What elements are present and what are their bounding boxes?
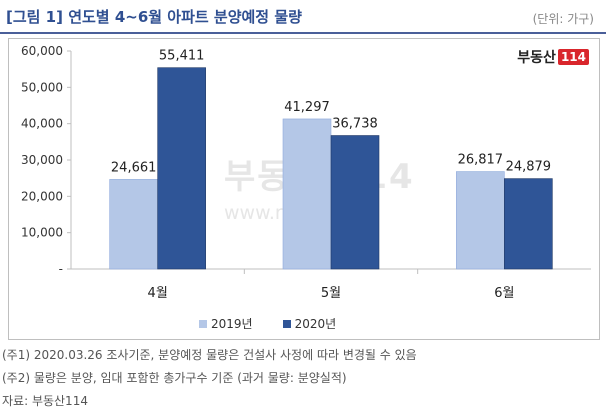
unit-label: (단위: 가구) [532,12,594,26]
chart-title: [그림 1] 연도별 4~6월 아파트 분양예정 물량 [6,8,302,26]
x-tick-label: 4월 [148,286,168,301]
bar-chart: - 10,000 20,000 30,000 40,000 50,000 60,000 24,… [21,44,591,301]
footnotes: (주1) 2020.03.26 조사기준, 분양예정 물량은 건설사 사정에 따… [2,344,602,413]
x-tick-label: 5월 [321,286,341,301]
legend-swatch-2020 [282,319,291,328]
title-underline [0,32,606,34]
legend-item-2020: 2020년 [282,315,337,332]
y-tick-label: 60,000 [21,44,63,58]
bar-2020년-4월 [157,67,206,270]
brand-logo: 부동산 114 [517,47,589,67]
legend-label-2019: 2019년 [211,317,253,331]
data-label: 24,879 [506,160,552,175]
bar-2020년-6월 [504,178,553,270]
brand-badge: 114 [557,49,589,65]
y-tick-label: 40,000 [21,117,63,131]
source-note: 자료: 부동산114 [2,394,88,408]
data-label: 41,297 [284,100,330,115]
data-label: 55,411 [159,49,205,64]
data-label: 36,738 [332,117,378,132]
legend: 2019년 2020년 [199,315,336,332]
y-tick-label: 30,000 [21,153,63,167]
bar-2019년-6월 [456,171,505,270]
bar-2020년-5월 [330,135,380,270]
footnote-2: (주2) 물량은 분양, 임대 포함한 총가구수 기준 (과거 물량: 분양실적… [2,371,347,385]
bar-2019년-4월 [109,179,158,270]
bar-2019년-5월 [282,118,332,270]
data-label: 26,817 [458,153,504,168]
chart-area: 부동산 114 www.r114.com -10,00020,00030,000… [8,38,600,340]
brand-name: 부동산 [517,50,556,66]
data-label: 24,661 [111,160,157,175]
y-tick-label: 50,000 [21,80,63,94]
y-tick-label: 10,000 [21,226,63,240]
legend-swatch-2019 [199,319,207,328]
y-tick-label: - [59,262,63,276]
legend-label-2020: 2020년 [294,317,337,331]
legend-item-2019: 2019년 [199,315,253,332]
chart-header: [그림 1] 연도별 4~6월 아파트 분양예정 물량 (단위: 가구) [0,0,606,32]
y-tick-label: 20,000 [21,189,63,203]
x-tick-label: 6월 [494,286,514,301]
footnote-1: (주1) 2020.03.26 조사기준, 분양예정 물량은 건설사 사정에 따… [2,348,417,362]
